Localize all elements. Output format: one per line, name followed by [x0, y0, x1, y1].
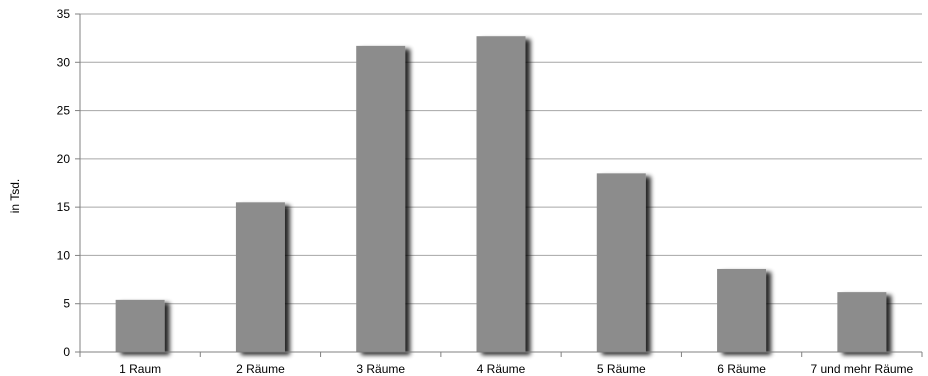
x-tick-label: 3 Räume — [356, 362, 405, 376]
y-tick-label: 25 — [57, 104, 71, 118]
bar-4 — [476, 36, 526, 353]
bar-2 — [235, 202, 285, 352]
y-axis-title: in Tsd. — [8, 179, 22, 213]
tick-labels: 0 5 10 15 20 25 30 35 1 Raum 2 Räume 3 Räume 4 Räum… — [57, 7, 914, 376]
y-tick-label: 10 — [57, 248, 71, 262]
x-tick-label: 5 Räume — [597, 362, 646, 376]
x-tick-label: 4 Räume — [477, 362, 526, 376]
x-tick-label: 7 und mehr Räume — [810, 362, 913, 376]
bars — [115, 36, 887, 353]
bar-6 — [717, 268, 767, 352]
y-tick-label: 0 — [63, 345, 70, 359]
x-tick-label: 6 Räume — [717, 362, 766, 376]
y-tick-label: 35 — [57, 7, 71, 21]
bar-5 — [596, 173, 646, 352]
y-tick-label: 20 — [57, 152, 71, 166]
y-tick-label: 15 — [57, 200, 71, 214]
y-tick-label: 30 — [57, 55, 71, 69]
bar-7 — [837, 292, 887, 352]
x-tick-label: 1 Raum — [119, 362, 161, 376]
bar-1 — [115, 299, 165, 352]
x-tick-label: 2 Räume — [236, 362, 285, 376]
axes — [75, 13, 923, 357]
bar-3 — [356, 45, 406, 353]
y-tick-label: 5 — [63, 297, 70, 311]
